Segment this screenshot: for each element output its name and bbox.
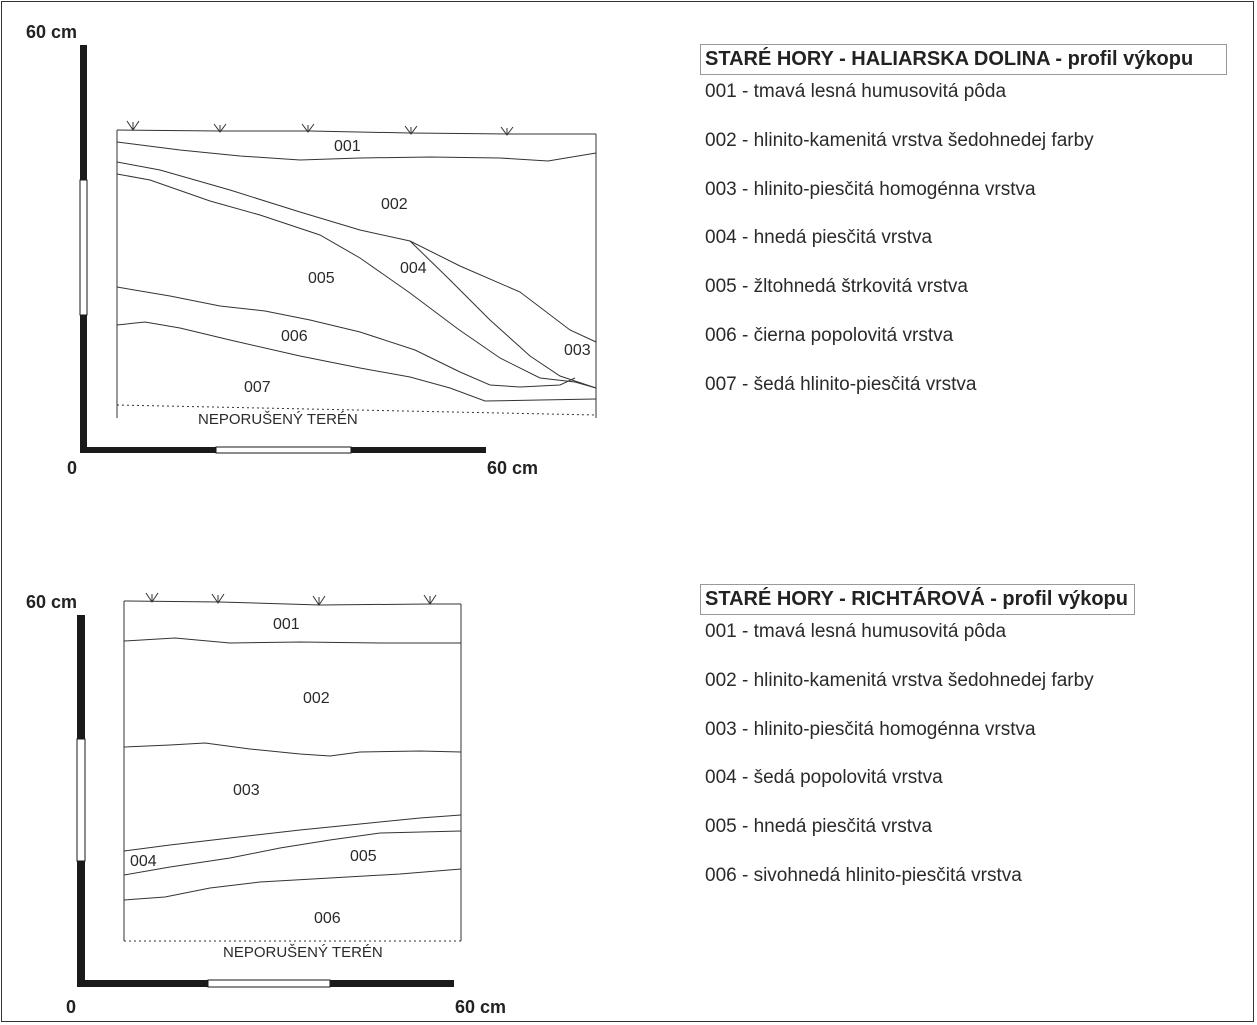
layer-label-005: 005 (350, 848, 377, 865)
legend-list: 001 - tmavá lesná humusovitá pôda 002 - … (700, 621, 1135, 914)
scale-top-label: 60 cm (26, 22, 78, 42)
base-label: NEPORUŠENÝ TERÉN (223, 944, 383, 961)
legend-title: STARÉ HORY - RICHTÁROVÁ - profil výkopu (700, 584, 1135, 615)
ground-surface-line (123, 600, 461, 606)
legend-item-004: 004 - šedá popolovitá vrstva (705, 767, 943, 789)
legend-item-006: 006 - sivohnedá hlinito-piesčitá vrstva (705, 864, 1022, 886)
scale-origin-label: 0 (67, 458, 78, 478)
layer-label-002: 002 (381, 196, 408, 213)
legend-item-005: 005 - žltohnedá štrkovitá vrstva (705, 276, 968, 298)
scale-origin-label: 0 (66, 997, 77, 1017)
layer-label-005: 005 (308, 270, 335, 287)
layer-label-006: 006 (314, 910, 341, 927)
vertical-scale-bar (76, 615, 86, 987)
layer-label-004: 004 (400, 260, 427, 277)
legend-item-005: 005 - hnedá piesčitá vrstva (705, 816, 933, 838)
layer-label-003: 003 (233, 782, 260, 799)
grass-symbols (126, 120, 514, 136)
legend-item-003: 003 - hlinito-piesčitá homogénna vrstva (705, 718, 1036, 740)
legend-item-001: 001 - tmavá lesná humusovitá pôda (705, 81, 1007, 102)
boundary-006-007 (116, 321, 597, 402)
scale-right-label: 60 cm (487, 458, 539, 478)
legend: STARÉ HORY - HALIARSKA DOLINA - profil v… (700, 44, 1227, 423)
boundary-004-005 (123, 830, 462, 876)
boundary-001-002 (123, 637, 461, 644)
legend-list: 001 - tmavá lesná humusovitá pôda 002 - … (700, 81, 1227, 423)
scale-top-label: 60 cm (26, 592, 78, 612)
layer-label-006: 006 (281, 328, 308, 345)
boundary-002-005-upper (116, 161, 597, 343)
legend-item-001: 001 - tmavá lesná humusovitá pôda (705, 621, 1007, 642)
legend: STARÉ HORY - RICHTÁROVÁ - profil výkopu … (700, 584, 1135, 914)
boundary-005-006 (123, 868, 462, 901)
layer-label-007: 007 (244, 379, 271, 396)
ground-surface-line (116, 129, 596, 135)
boundary-005-006 (116, 286, 576, 388)
legend-item-002: 002 - hlinito-kamenitá vrstva šedohnedej… (705, 669, 1094, 691)
layer-label-003: 003 (564, 342, 591, 359)
legend-item-003: 003 - hlinito-piesčitá homogénna vrstva (705, 178, 1036, 200)
layer-label-004: 004 (130, 853, 157, 870)
boundary-002-003 (123, 742, 462, 757)
layer-label-001: 001 (334, 138, 361, 155)
base-label: NEPORUŠENÝ TERÉN (198, 411, 358, 428)
layer-label-002: 002 (303, 690, 330, 707)
grass-symbols (145, 592, 437, 606)
horizontal-scale-bar (77, 979, 454, 988)
legend-item-007: 007 - šedá hlinito-piesčitá vrstva (705, 373, 977, 395)
boundary-002-004 (116, 173, 597, 389)
legend-title: STARÉ HORY - HALIARSKA DOLINA - profil v… (700, 44, 1227, 75)
legend-item-002: 002 - hlinito-kamenitá vrstva šedohnedej… (705, 129, 1094, 151)
horizontal-scale-bar (80, 446, 486, 454)
legend-item-004: 004 - hnedá piesčitá vrstva (705, 227, 933, 249)
layer-label-001: 001 (273, 616, 300, 633)
boundary-001-002 (116, 141, 597, 162)
scale-right-label: 60 cm (455, 997, 507, 1017)
boundary-004-003 (409, 240, 597, 389)
vertical-scale-bar (79, 45, 88, 450)
boundary-003-004 (123, 814, 462, 852)
legend-item-006: 006 - čierna popolovitá vrstva (705, 324, 954, 346)
